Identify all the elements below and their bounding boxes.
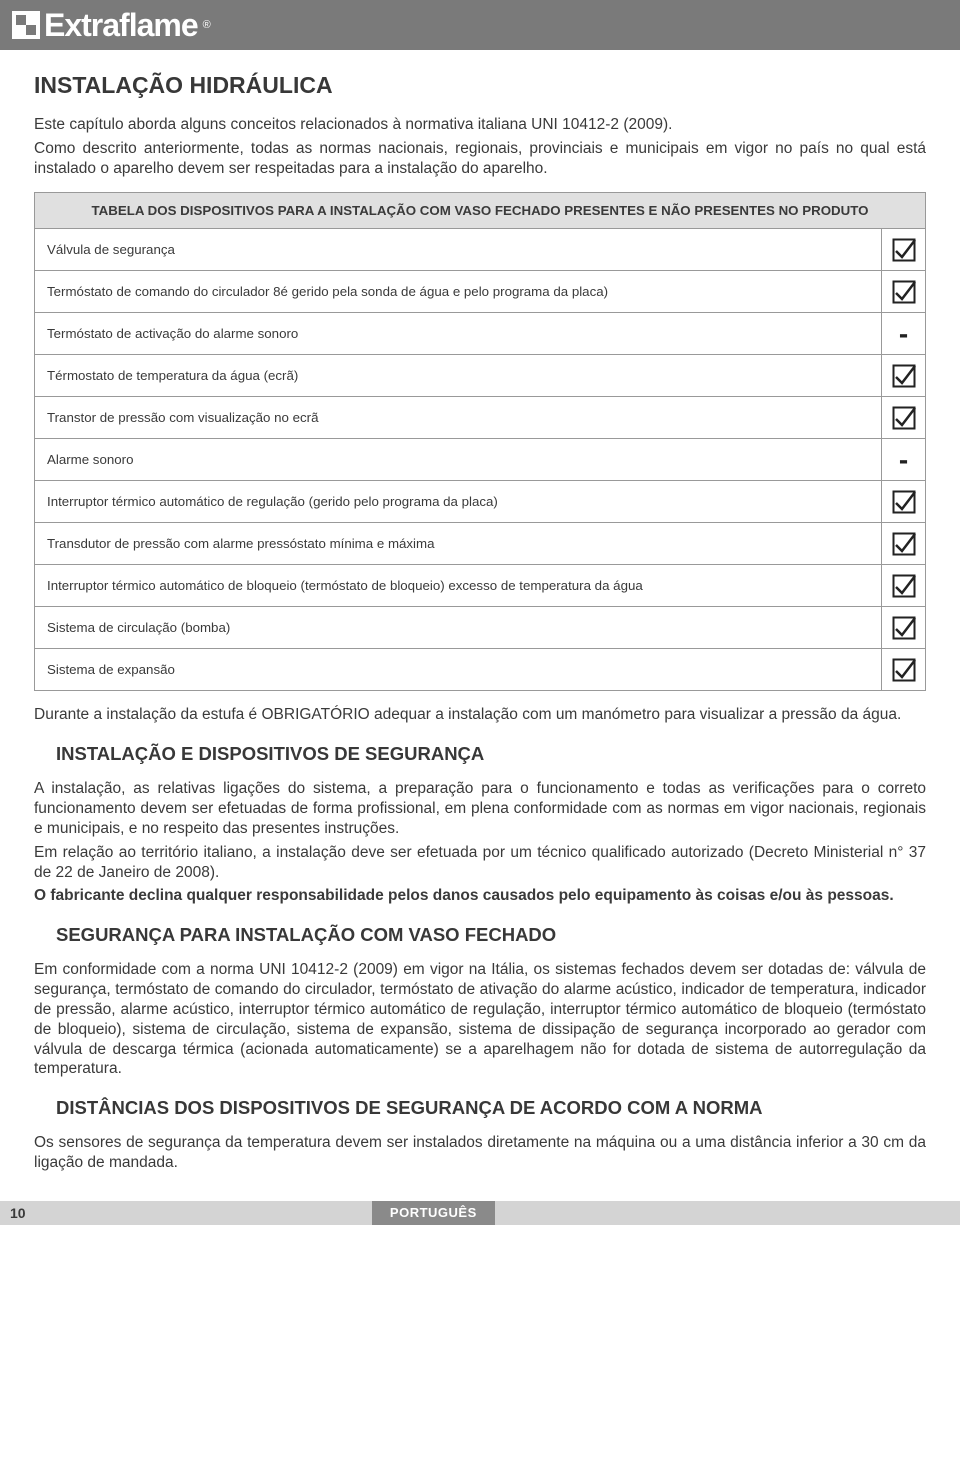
table-row-mark: - — [882, 439, 926, 481]
section-heading-1: INSTALAÇÃO E DISPOSITIVOS DE SEGURANÇA — [56, 743, 926, 765]
table-row-mark — [882, 607, 926, 649]
table-row: Interruptor térmico automático de regula… — [35, 481, 926, 523]
table-header: TABELA DOS DISPOSITIVOS PARA A INSTALAÇÃ… — [35, 193, 926, 229]
dash-icon: - — [899, 318, 908, 349]
table-row-label: Térmostato de temperatura da água (ecrã) — [35, 355, 882, 397]
table-row: Térmostato de temperatura da água (ecrã) — [35, 355, 926, 397]
table-row-label: Sistema de circulação (bomba) — [35, 607, 882, 649]
checkmark-icon — [892, 238, 916, 262]
devices-table: TABELA DOS DISPOSITIVOS PARA A INSTALAÇÃ… — [34, 192, 926, 691]
brand-logo-icon — [12, 11, 40, 39]
checkmark-icon — [892, 532, 916, 556]
page-title: INSTALAÇÃO HIDRÁULICA — [34, 72, 926, 99]
footer-spacer-right — [495, 1201, 960, 1225]
table-row-mark — [882, 229, 926, 271]
checkmark-icon — [892, 490, 916, 514]
sec1-p3: O fabricante declina qualquer responsabi… — [34, 886, 926, 906]
intro-paragraph-2: Como descrito anteriormente, todas as no… — [34, 139, 926, 179]
table-row-mark — [882, 649, 926, 691]
brand-logo: Extraflame ® — [12, 7, 211, 44]
table-row-mark — [882, 397, 926, 439]
checkmark-icon — [892, 574, 916, 598]
table-row-label: Alarme sonoro — [35, 439, 882, 481]
footer-spacer-left — [40, 1201, 372, 1225]
page-footer: 10 PORTUGUÊS — [0, 1201, 960, 1225]
table-row: Termóstato de comando do circulador 8é g… — [35, 271, 926, 313]
page-content: INSTALAÇÃO HIDRÁULICA Este capítulo abor… — [0, 50, 960, 1173]
checkmark-icon — [892, 364, 916, 388]
intro-paragraph-1: Este capítulo aborda alguns conceitos re… — [34, 115, 926, 135]
sec2-p1: Em conformidade com a norma UNI 10412-2 … — [34, 960, 926, 1079]
brand-name: Extraflame — [44, 7, 198, 44]
table-row: Interruptor térmico automático de bloque… — [35, 565, 926, 607]
table-row-mark — [882, 271, 926, 313]
sec1-p1: A instalação, as relativas ligações do s… — [34, 779, 926, 838]
table-row: Transdutor de pressão com alarme pressós… — [35, 523, 926, 565]
table-row-label: Interruptor térmico automático de regula… — [35, 481, 882, 523]
table-row: Sistema de expansão — [35, 649, 926, 691]
table-row: Válvula de segurança — [35, 229, 926, 271]
table-row-label: Válvula de segurança — [35, 229, 882, 271]
checkmark-icon — [892, 616, 916, 640]
table-row-mark — [882, 355, 926, 397]
table-row: Termóstato de activação do alarme sonoro… — [35, 313, 926, 355]
table-row-mark: - — [882, 313, 926, 355]
table-row-mark — [882, 523, 926, 565]
sec3-p1: Os sensores de segurança da temperatura … — [34, 1133, 926, 1173]
section-heading-3: DISTÂNCIAS DOS DISPOSITIVOS DE SEGURANÇA… — [56, 1097, 926, 1119]
table-row: Alarme sonoro- — [35, 439, 926, 481]
checkmark-icon — [892, 280, 916, 304]
table-row-label: Sistema de expansão — [35, 649, 882, 691]
checkmark-icon — [892, 658, 916, 682]
table-row-label: Transdutor de pressão com alarme pressós… — [35, 523, 882, 565]
section-heading-2: SEGURANÇA PARA INSTALAÇÃO COM VASO FECHA… — [56, 924, 926, 946]
brand-header: Extraflame ® — [0, 0, 960, 50]
table-row-label: Termóstato de comando do circulador 8é g… — [35, 271, 882, 313]
table-row: Transtor de pressão com visualização no … — [35, 397, 926, 439]
table-row-mark — [882, 481, 926, 523]
table-row-mark — [882, 565, 926, 607]
post-table-paragraph: Durante a instalação da estufa é OBRIGAT… — [34, 705, 926, 725]
dash-icon: - — [899, 444, 908, 475]
sec1-p2: Em relação ao território italiano, a ins… — [34, 843, 926, 883]
brand-registered-icon: ® — [203, 19, 211, 31]
table-row-label: Transtor de pressão com visualização no … — [35, 397, 882, 439]
table-row-label: Interruptor térmico automático de bloque… — [35, 565, 882, 607]
footer-language: PORTUGUÊS — [372, 1201, 495, 1225]
table-row: Sistema de circulação (bomba) — [35, 607, 926, 649]
table-row-label: Termóstato de activação do alarme sonoro — [35, 313, 882, 355]
checkmark-icon — [892, 406, 916, 430]
footer-page-number: 10 — [0, 1201, 40, 1225]
